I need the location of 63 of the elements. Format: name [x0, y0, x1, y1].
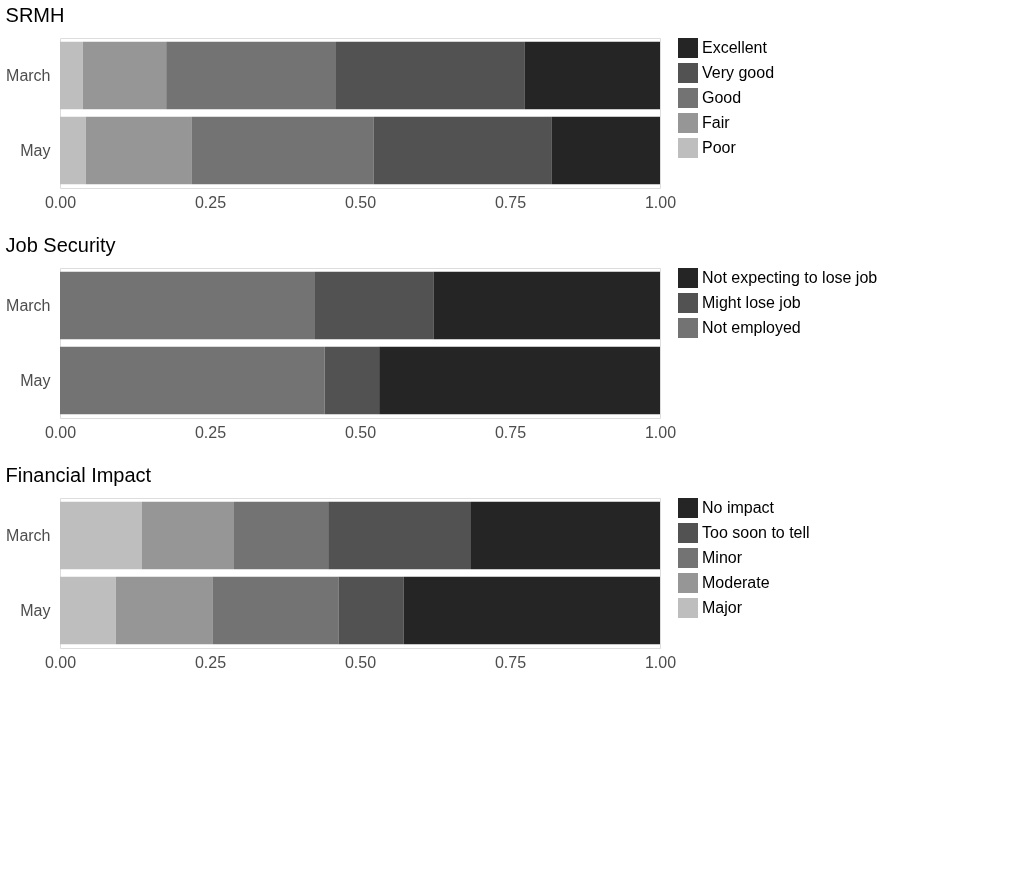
- x-tick-label: 0.00: [44, 423, 77, 441]
- x-tick-label: 1.00: [644, 423, 677, 441]
- bar: [379, 346, 660, 415]
- legend-label: Excellent: [702, 39, 768, 56]
- legend-label: Fair: [702, 114, 731, 131]
- y-tick-label: May: [20, 141, 51, 159]
- legend-label: No impact: [702, 499, 775, 516]
- bar: [234, 501, 329, 570]
- bar: [191, 116, 374, 185]
- x-tick-label: 0.00: [44, 193, 77, 211]
- x-tick-label: 0.00: [44, 653, 77, 671]
- x-tick-label: 1.00: [644, 653, 677, 671]
- bar: [141, 501, 234, 570]
- y-tick-label: March: [6, 296, 51, 314]
- y-tick-label: May: [20, 371, 51, 389]
- bar: [315, 271, 434, 340]
- x-tick-label: 0.25: [194, 423, 227, 441]
- x-tick-label: 0.75: [494, 193, 527, 211]
- bar: [60, 116, 86, 185]
- legend-label: Major: [702, 599, 743, 616]
- legend-label: Moderate: [702, 574, 770, 591]
- bar: [328, 501, 471, 570]
- bar: [60, 576, 116, 645]
- bar: [82, 41, 167, 110]
- bar: [324, 346, 380, 415]
- x-tick-label: 0.25: [194, 653, 227, 671]
- legend-label: Minor: [702, 549, 743, 566]
- bar: [336, 41, 525, 110]
- bar: [338, 576, 404, 645]
- bar: [524, 41, 660, 110]
- legend-label: Not expecting to lose job: [702, 269, 878, 286]
- bar: [60, 501, 142, 570]
- bar: [85, 116, 192, 185]
- x-tick-label: 0.75: [494, 423, 527, 441]
- bar: [403, 576, 660, 645]
- x-tick-label: 0.50: [344, 193, 377, 211]
- bar: [115, 576, 213, 645]
- legend-label: Not employed: [702, 319, 801, 336]
- bar: [551, 116, 660, 185]
- bar: [212, 576, 339, 645]
- chart-title: Financial Impact: [5, 464, 152, 486]
- x-tick-label: 0.50: [344, 653, 377, 671]
- bar: [60, 346, 325, 415]
- x-tick-label: 0.75: [494, 653, 527, 671]
- chart-title: SRMH: [5, 4, 65, 26]
- chart-title: Job Security: [5, 234, 116, 256]
- legend-label: Poor: [702, 139, 737, 156]
- bar: [471, 501, 660, 570]
- legend-label: Very good: [702, 64, 775, 81]
- y-tick-label: May: [20, 601, 51, 619]
- legend-label: Might lose job: [702, 294, 801, 311]
- bar: [60, 271, 315, 340]
- x-tick-label: 0.25: [194, 193, 227, 211]
- legend-label: Good: [702, 89, 742, 106]
- bar: [166, 41, 336, 110]
- bar: [373, 116, 552, 185]
- x-tick-label: 1.00: [644, 193, 677, 211]
- bar: [60, 41, 83, 110]
- y-tick-label: March: [6, 526, 51, 544]
- x-tick-label: 0.50: [344, 423, 377, 441]
- bar: [433, 271, 660, 340]
- y-tick-label: March: [6, 66, 51, 84]
- legend-label: Too soon to tell: [702, 524, 810, 541]
